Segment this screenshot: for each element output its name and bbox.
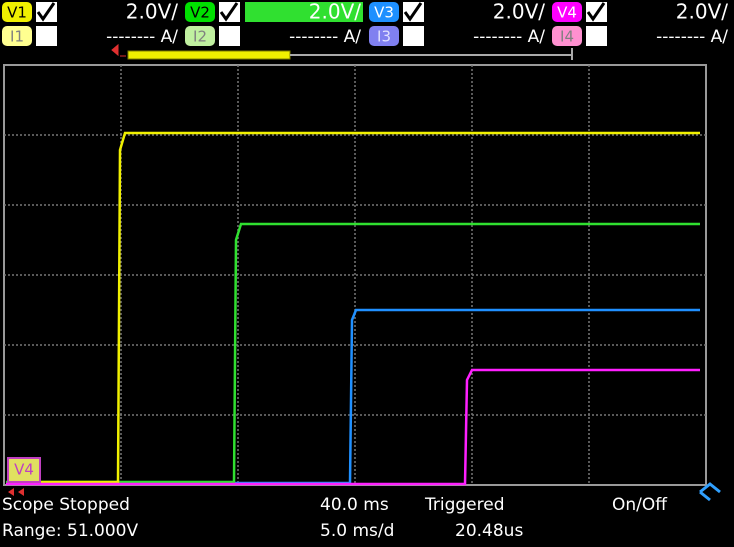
current-scale: -------- A/ bbox=[289, 27, 361, 47]
voltage-label: V1 bbox=[7, 4, 27, 22]
voltage-scale: 2.0V/ bbox=[676, 0, 728, 24]
voltage-scale: 2.0V/ bbox=[126, 0, 178, 24]
channel-header: V1 2.0V/I1 -------- A/V2 2.0V/I2 -------- A/… bbox=[2, 0, 728, 47]
current-label: I1 bbox=[10, 28, 24, 46]
current-badge[interactable] bbox=[552, 26, 582, 46]
trigger-time: 20.48us bbox=[455, 521, 523, 541]
checkbox[interactable] bbox=[586, 26, 607, 46]
time-offset: 40.0 ms bbox=[320, 495, 389, 515]
checkmark bbox=[219, 2, 239, 22]
current-scale: -------- A/ bbox=[473, 27, 545, 47]
voltage-scale: 2.0V/ bbox=[493, 0, 545, 24]
scope-state: Scope Stopped bbox=[2, 495, 130, 515]
current-badge[interactable] bbox=[369, 26, 399, 46]
trace-v4 bbox=[6, 368, 700, 486]
on-off[interactable]: On/Off bbox=[612, 495, 668, 515]
ground-marker-label: V4 bbox=[14, 461, 34, 479]
trigger-state: Triggered bbox=[424, 495, 505, 515]
trace-v2 bbox=[6, 222, 700, 484]
trace-v1 bbox=[40, 131, 700, 484]
current-label: I3 bbox=[377, 28, 391, 46]
current-label: I4 bbox=[560, 28, 574, 46]
voltage-badge[interactable] bbox=[2, 2, 32, 22]
current-label: I2 bbox=[193, 28, 207, 46]
ground-marker bbox=[7, 457, 41, 483]
voltage-badge[interactable] bbox=[552, 2, 582, 22]
active-highlight bbox=[245, 2, 363, 22]
checkbox[interactable] bbox=[36, 26, 57, 46]
time-scale: 5.0 ms/d bbox=[320, 521, 394, 541]
grid bbox=[3, 64, 707, 486]
checkmark bbox=[586, 2, 606, 22]
voltage-badge[interactable] bbox=[369, 2, 399, 22]
current-scale: -------- A/ bbox=[106, 27, 178, 47]
checkmark bbox=[403, 2, 423, 22]
voltage-scale: 2.0V/ bbox=[309, 0, 361, 24]
memory-bar bbox=[127, 50, 291, 60]
range: Range: 51.000V bbox=[2, 521, 138, 541]
current-scale: -------- A/ bbox=[656, 27, 728, 47]
scroll-marker bbox=[8, 488, 24, 496]
voltage-label: V4 bbox=[557, 4, 577, 22]
memory-marker bbox=[111, 43, 126, 57]
current-badge[interactable] bbox=[185, 26, 215, 46]
checkmark bbox=[36, 2, 56, 22]
checkbox[interactable] bbox=[219, 26, 240, 46]
trigger-icon bbox=[699, 482, 721, 502]
current-badge[interactable] bbox=[2, 26, 32, 46]
voltage-label: V3 bbox=[374, 4, 394, 22]
checkbox[interactable] bbox=[403, 26, 424, 46]
voltage-badge[interactable] bbox=[185, 2, 215, 22]
voltage-label: V2 bbox=[190, 4, 210, 22]
